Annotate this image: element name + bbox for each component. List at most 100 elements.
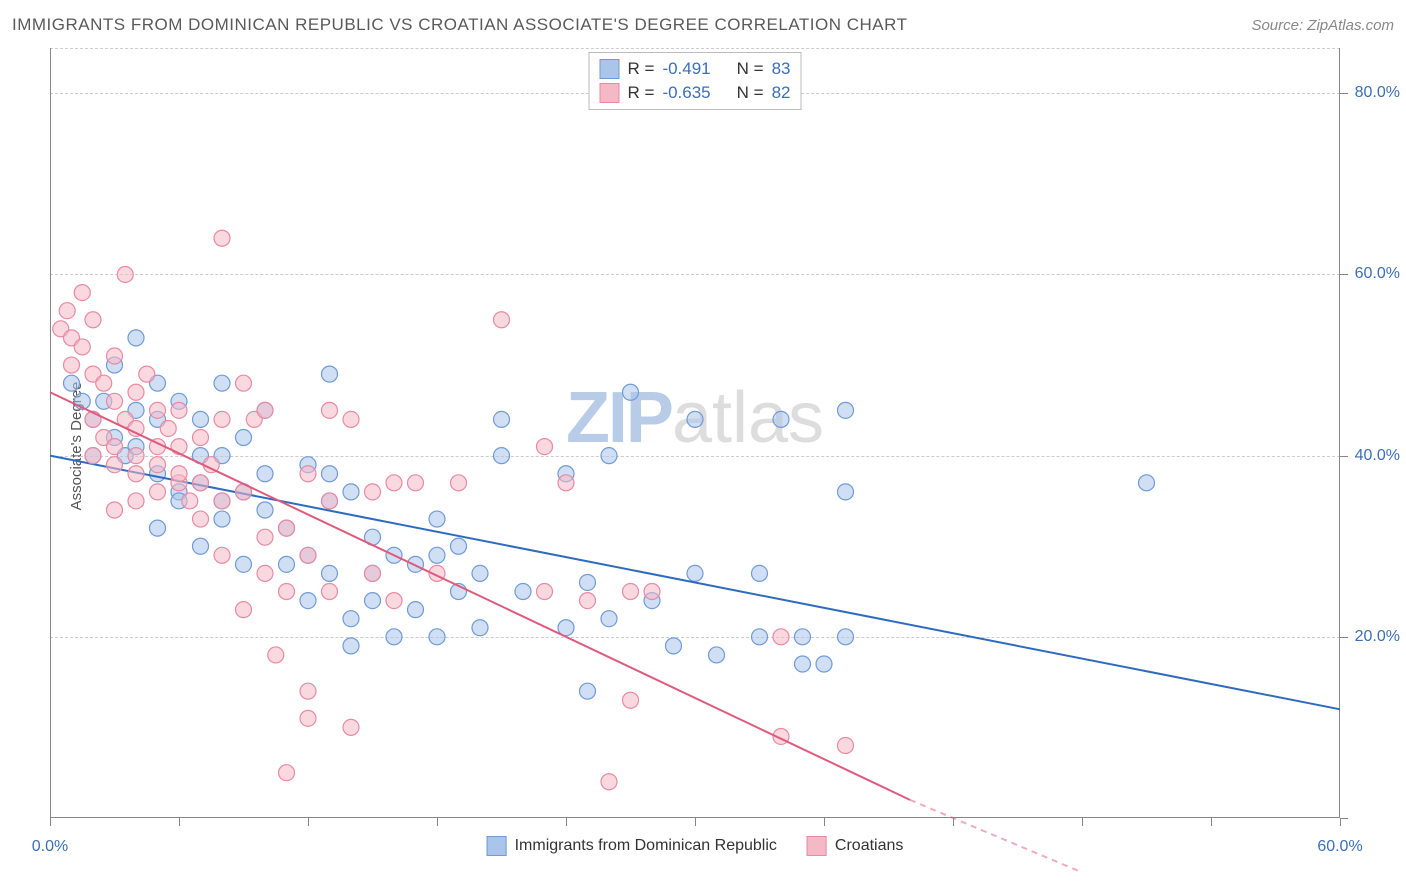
scatter-point: [494, 448, 510, 464]
scatter-point: [365, 484, 381, 500]
y-tick: [1340, 818, 1348, 819]
scatter-point: [451, 475, 467, 491]
scatter-point: [1139, 475, 1155, 491]
scatter-point: [795, 656, 811, 672]
scatter-point: [343, 719, 359, 735]
scatter-point: [150, 402, 166, 418]
source-attribution: Source: ZipAtlas.com: [1251, 17, 1394, 34]
scatter-point: [429, 511, 445, 527]
scatter-point: [838, 738, 854, 754]
y-tick: [1340, 274, 1348, 275]
scatter-point: [59, 303, 75, 319]
scatter-point: [816, 656, 832, 672]
scatter-point: [236, 430, 252, 446]
regression-line-extrapolated: [910, 800, 1082, 872]
x-tick: [1082, 818, 1083, 826]
scatter-point: [494, 312, 510, 328]
scatter-point: [107, 457, 123, 473]
scatter-point: [182, 493, 198, 509]
scatter-point: [257, 529, 273, 545]
scatter-point: [709, 647, 725, 663]
scatter-point: [279, 584, 295, 600]
scatter-point: [193, 511, 209, 527]
scatter-point: [193, 411, 209, 427]
legend-swatch-blue: [487, 836, 507, 856]
scatter-point: [214, 493, 230, 509]
x-tick: [566, 818, 567, 826]
scatter-point: [279, 520, 295, 536]
scatter-point: [623, 692, 639, 708]
n-label: N =: [737, 59, 764, 79]
y-tick: [1340, 637, 1348, 638]
scatter-point: [257, 466, 273, 482]
scatter-point: [128, 466, 144, 482]
header: IMMIGRANTS FROM DOMINICAN REPUBLIC VS CR…: [12, 10, 1394, 40]
scatter-point: [623, 584, 639, 600]
scatter-point: [644, 584, 660, 600]
scatter-point: [322, 402, 338, 418]
scatter-point: [515, 584, 531, 600]
scatter-point: [139, 366, 155, 382]
series-legend-item: Immigrants from Dominican Republic: [487, 836, 777, 856]
scatter-point: [214, 511, 230, 527]
r-label: R =: [628, 83, 655, 103]
chart-title: IMMIGRANTS FROM DOMINICAN REPUBLIC VS CR…: [12, 15, 907, 35]
legend-swatch-pink: [600, 83, 620, 103]
scatter-point: [74, 285, 90, 301]
scatter-point: [386, 475, 402, 491]
scatter-point: [365, 565, 381, 581]
scatter-point: [85, 448, 101, 464]
scatter-point: [257, 402, 273, 418]
scatter-point: [128, 493, 144, 509]
scatter-point: [300, 593, 316, 609]
scatter-point: [537, 439, 553, 455]
legend-swatch-blue: [600, 59, 620, 79]
scatter-point: [74, 339, 90, 355]
scatter-point: [687, 411, 703, 427]
scatter-point: [580, 593, 596, 609]
scatter-point: [752, 565, 768, 581]
scatter-point: [193, 430, 209, 446]
scatter-point: [117, 266, 133, 282]
scatter-point: [687, 565, 703, 581]
plot-area: ZIPatlas R = -0.491 N = 83 R = -0.635 N …: [50, 48, 1340, 818]
x-tick-label: 60.0%: [1317, 838, 1362, 856]
scatter-point: [107, 439, 123, 455]
correlation-legend: R = -0.491 N = 83 R = -0.635 N = 82: [589, 52, 802, 110]
scatter-point: [193, 538, 209, 554]
scatter-point: [838, 629, 854, 645]
scatter-point: [601, 611, 617, 627]
scatter-point: [623, 384, 639, 400]
scatter-point: [128, 330, 144, 346]
scatter-point: [408, 556, 424, 572]
series-label: Immigrants from Dominican Republic: [515, 837, 777, 855]
scatter-point: [494, 411, 510, 427]
x-tick: [695, 818, 696, 826]
scatter-point: [343, 411, 359, 427]
x-tick: [50, 818, 51, 826]
scatter-point: [150, 484, 166, 500]
scatter-point: [300, 710, 316, 726]
y-tick: [1340, 93, 1348, 94]
scatter-point: [107, 393, 123, 409]
scatter-point: [773, 629, 789, 645]
x-tick: [1211, 818, 1212, 826]
x-tick: [308, 818, 309, 826]
scatter-point: [838, 402, 854, 418]
scatter-point: [365, 593, 381, 609]
r-value: -0.635: [662, 83, 710, 103]
n-value: 83: [772, 59, 791, 79]
scatter-point: [128, 384, 144, 400]
scatter-point: [85, 312, 101, 328]
scatter-point: [558, 475, 574, 491]
scatter-point: [214, 375, 230, 391]
y-tick-label: 60.0%: [1355, 265, 1400, 283]
scatter-point: [128, 448, 144, 464]
scatter-point: [580, 574, 596, 590]
scatter-point: [343, 611, 359, 627]
x-tick: [824, 818, 825, 826]
scatter-point: [343, 484, 359, 500]
scatter-point: [150, 520, 166, 536]
scatter-point: [268, 647, 284, 663]
scatter-point: [580, 683, 596, 699]
